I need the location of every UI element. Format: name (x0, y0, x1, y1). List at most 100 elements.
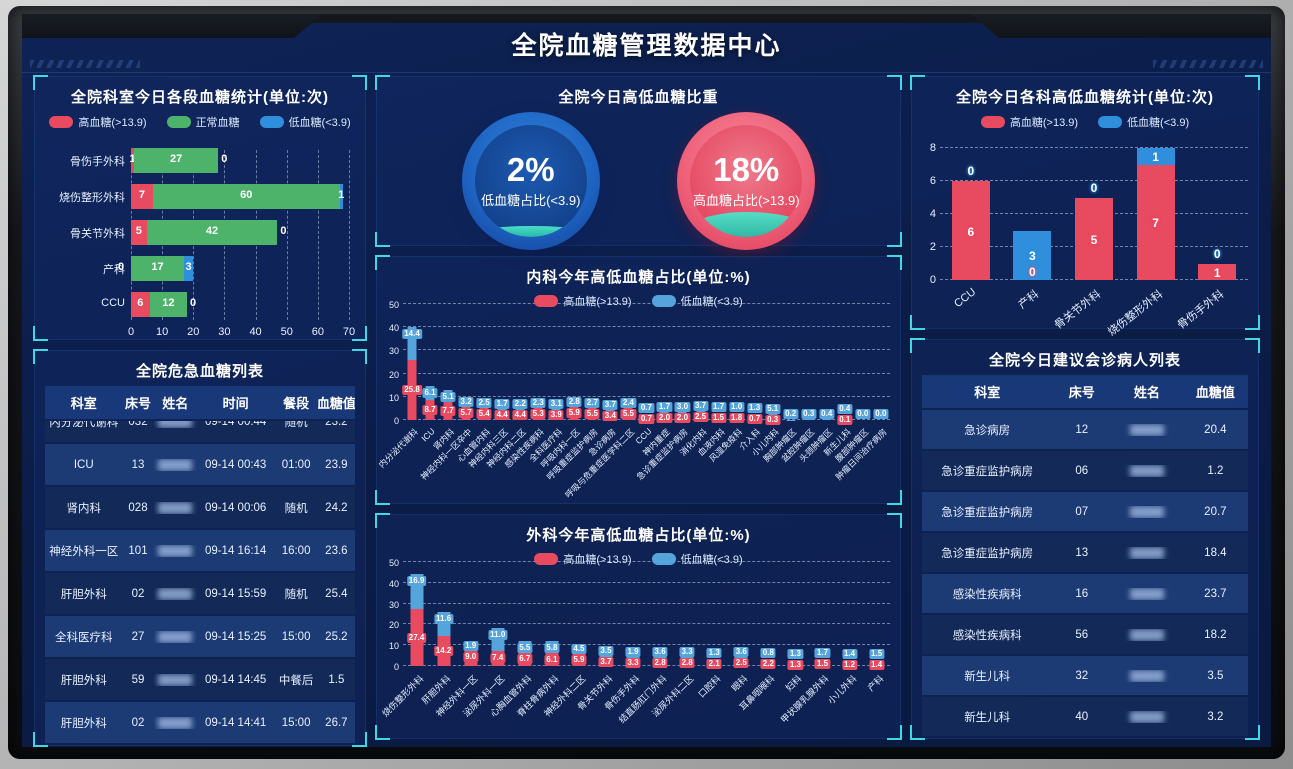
value-label-low: 3.5 (598, 646, 614, 657)
x-axis-label: 骨伤手外科 (1175, 288, 1227, 332)
stacked-bar (1074, 148, 1113, 280)
cell: 中餐后 (278, 674, 314, 687)
surgery-bar-chart: 0 10 20 30 40 50 27.4 16.9 烧伤整形外科 14.2 11.6 肝胆外科 9.0… (377, 558, 900, 725)
column-header: 时间 (222, 396, 249, 411)
cell: 12 (1075, 423, 1089, 436)
value-label-low: 2.2 (512, 398, 528, 409)
legend-item: 高血糖(>13.9) (49, 114, 147, 130)
cell: 20.7 (1204, 505, 1227, 518)
legend-label: 低血糖(<3.9) (1127, 117, 1190, 129)
corner-bracket-icon (33, 75, 48, 90)
gridline (940, 147, 1248, 148)
corner-bracket-icon (375, 490, 390, 505)
value-label-high: 6.1 (544, 654, 560, 665)
bar-group: 1.4 1.5 产科 (863, 562, 890, 693)
corner-bracket-icon (352, 75, 367, 90)
redacted-name (158, 673, 193, 686)
value-label-high: 5.4 (476, 408, 492, 419)
corner-bracket-icon (887, 75, 902, 90)
y-axis-label: 10 (388, 641, 399, 652)
cell: 032 (128, 421, 148, 428)
panel-critical-glucose-list: 全院危急血糖列表 科室 床号 姓名 时间 餐段 血糖值 内分泌代谢科 032 09-14 00:… (33, 349, 367, 747)
stacked-bar (425, 304, 435, 420)
cell (1111, 669, 1183, 682)
legend: 高血糖(>13.9) 低血糖(<3.9) (377, 289, 900, 313)
bar-value-label: 6 (137, 297, 144, 309)
bar-group: 5.5 2.7 呼吸重症监护病房 (545, 304, 601, 482)
dashboard-header: 全院血糖管理数据中心 (22, 14, 1271, 73)
stacked-bar (768, 304, 778, 420)
header-strip-decoration (22, 14, 1271, 23)
liquid-gauge: 2% 低血糖占比(<3.9) (461, 112, 600, 250)
cell (154, 673, 197, 686)
x-axis-label: 50 (280, 326, 293, 338)
redacted-name (1129, 423, 1164, 436)
cell: 13 (131, 458, 145, 471)
column-header: 科室 (974, 385, 1001, 400)
cell: 01:00 (281, 458, 311, 471)
corner-bracket-icon (910, 338, 925, 353)
table-row: ICU 13 09-14 00:43 01:00 23.9 (45, 444, 355, 485)
bar-row: 骨伤手外科 1 27 0 (70, 148, 351, 173)
value-label-low: 1.7 (814, 648, 831, 659)
bar-value-label: 3 (185, 261, 192, 273)
gridline (403, 326, 890, 328)
stacked-bar (407, 304, 417, 420)
category-label: 烧伤整形外科 (59, 192, 125, 204)
cell: 40 (1075, 710, 1089, 723)
cell: 16 (1075, 587, 1089, 600)
corner-bracket-icon (887, 725, 902, 740)
cell: 59 (131, 673, 145, 686)
legend-swatch (166, 116, 191, 128)
value-label-high: 2.0 (656, 412, 673, 423)
gridline (403, 561, 890, 562)
bar-group: 7 1 烧伤整形外科 (1105, 148, 1187, 338)
bar-segment (152, 184, 340, 209)
redacted-name (158, 587, 193, 600)
value-label-low: 0 (1213, 246, 1221, 261)
x-axis-label: 10 (156, 326, 169, 338)
value-label-high: 5.5 (620, 408, 636, 419)
panel-title: 全院今日各科高低血糖统计(单位:次) (956, 89, 1214, 106)
cell: 内分泌代谢科 (49, 421, 119, 429)
bar-track: 0 17 3 (118, 256, 349, 281)
bar-group: 4.4 1.7 神经内科三区 (467, 304, 511, 470)
bar-segment-low (822, 419, 832, 420)
bar-group: 5.9 4.5 神经外科二区 (542, 562, 592, 719)
cell: 25.2 (325, 630, 348, 643)
value-label-high: 1.5 (710, 413, 727, 424)
value-label-high: 5.9 (566, 408, 582, 419)
value-label-low: 3.6 (652, 647, 668, 658)
bar-row: 产科 0 17 3 (103, 256, 351, 281)
legend: 高血糖(>13.9) 正常血糖 低血糖(<3.9) (35, 110, 365, 134)
dashboard-content: 全院科室今日各段血糖统计(单位:次) 高血糖(>13.9) 正常血糖 低血糖(<3.… (33, 75, 1260, 747)
value-label-low: 0.4 (837, 403, 853, 414)
y-axis-label: 6 (929, 175, 936, 187)
value-label-high: 0.3 (765, 414, 781, 425)
redacted-name (158, 421, 193, 428)
bar-group: 3.3 1.9 骨伤手外科 (603, 562, 647, 712)
bar-segment-low (407, 326, 417, 361)
y-axis-label: 50 (388, 300, 399, 310)
cell: 随机 (284, 588, 308, 601)
value-label-low: 1.0 (729, 401, 745, 412)
table-row: 肾内科 028 09-14 00:06 随机 24.2 (45, 487, 355, 528)
bar-segment-high (1074, 197, 1113, 280)
bar-group: 2.5 3.6 眼科 (728, 562, 755, 693)
panel-title: 全院今日高低血糖比重 (558, 89, 719, 106)
value-label-high: 0.7 (638, 414, 654, 425)
cell (1111, 587, 1183, 600)
table-header-row: 科室 床号 姓名 血糖值 (922, 375, 1248, 408)
value-label-low: 3.7 (602, 400, 618, 411)
corner-bracket-icon (1245, 338, 1260, 353)
value-label-high: 3.7 (598, 657, 614, 668)
cell: 25.4 (325, 587, 348, 600)
value-label-low: 2.5 (476, 397, 492, 408)
value-label-low: 3 (1029, 249, 1036, 264)
table-row: 新生儿科 32 3.5 (922, 656, 1248, 695)
value-label-low: 5.5 (517, 642, 533, 653)
value-label-low: 16.9 (406, 575, 427, 586)
cell (154, 587, 197, 600)
column-header: 血糖值 (1195, 385, 1235, 400)
x-axis-label: 内分泌代谢科 (376, 426, 420, 470)
